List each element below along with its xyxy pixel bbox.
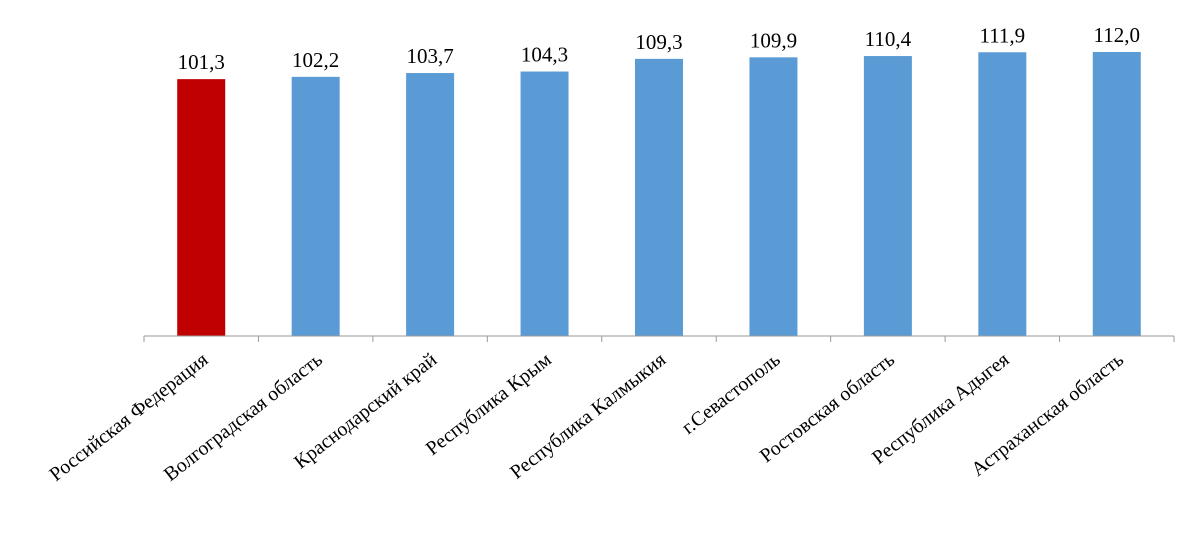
- bar: [406, 73, 454, 336]
- data-label: 104,3: [521, 43, 568, 67]
- bar: [292, 77, 340, 336]
- bar: [635, 59, 683, 336]
- data-label: 112,0: [1094, 23, 1140, 47]
- category-label: г.Севастополь: [678, 349, 785, 439]
- data-label: 103,7: [406, 44, 453, 68]
- data-label: 101,3: [178, 50, 225, 74]
- data-label: 110,4: [865, 27, 912, 51]
- data-label: 102,2: [292, 48, 339, 72]
- data-label: 109,9: [750, 28, 797, 52]
- bar: [1093, 52, 1141, 336]
- x-axis: [144, 336, 1174, 342]
- data-label: 111,9: [979, 23, 1025, 47]
- data-label: 109,3: [635, 30, 682, 54]
- bar: [177, 79, 225, 336]
- bar: [749, 57, 797, 336]
- bar: [864, 56, 912, 336]
- bars-layer: [177, 52, 1141, 336]
- bar: [521, 72, 569, 336]
- bar: [978, 52, 1026, 336]
